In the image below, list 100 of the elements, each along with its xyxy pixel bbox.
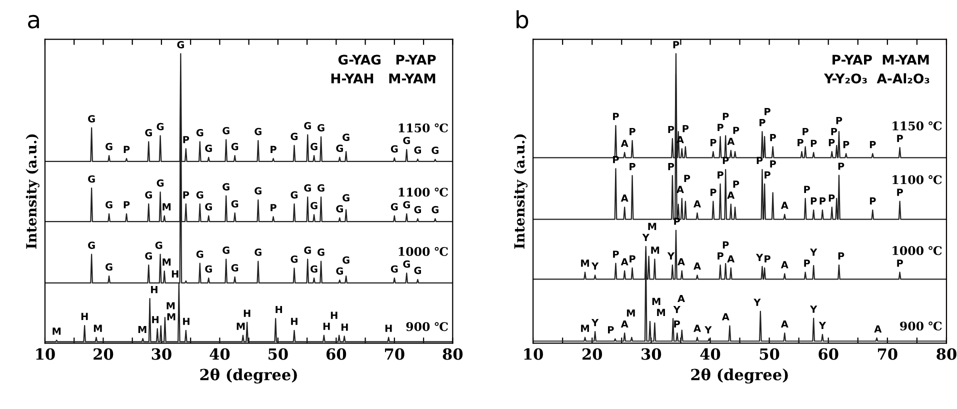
annotation: G (155, 242, 162, 249)
annotation: P (684, 174, 690, 182)
x-tick-label: 20 (94, 348, 114, 360)
x-tick-label: 60 (326, 348, 346, 360)
chart-title: a (28, 14, 39, 28)
annotation: H (172, 270, 178, 278)
annotation: G (390, 265, 398, 273)
annotation: P (760, 119, 766, 126)
annotation: H (244, 310, 250, 317)
x-tick-label: 80 (442, 348, 463, 360)
annotation: A (620, 320, 628, 328)
annotation: P (756, 156, 763, 164)
annotation: M (94, 324, 102, 332)
annotation: P (718, 252, 724, 260)
x-tick-label: 50 (760, 348, 780, 360)
annotation: P (124, 146, 130, 154)
annotation: M (651, 246, 660, 254)
annotation: P (608, 326, 614, 334)
annotation: G (304, 122, 311, 130)
annotation: G (156, 179, 164, 187)
annotation: P (897, 260, 903, 267)
x-tick-label: 30 (642, 348, 662, 360)
annotation: P (897, 134, 903, 142)
annotation: M (581, 324, 589, 332)
annotation: P (770, 134, 776, 142)
annotation: G (88, 115, 95, 122)
annotation: G (145, 191, 152, 199)
annotation: M (648, 222, 656, 230)
series-label: 900 ℃ (406, 322, 448, 332)
annotation: G (310, 202, 318, 210)
annotation: P (630, 128, 636, 136)
annotation: G (231, 200, 238, 208)
annotation: G (196, 250, 204, 258)
annotation: P (722, 156, 729, 164)
chart-title: b (516, 10, 528, 28)
series-label: 1150 ℃ (892, 121, 942, 130)
annotation: G (254, 248, 262, 256)
annotation: G (318, 248, 324, 256)
annotation: M (166, 302, 175, 310)
annotation: G (106, 263, 112, 271)
annotation: P (674, 218, 680, 225)
x-tick-label: 40 (700, 348, 720, 360)
annotation: P (630, 255, 636, 262)
annotation: P (668, 126, 674, 134)
annotation: P (613, 250, 619, 258)
annotation: P (183, 191, 190, 198)
series-label: 1100 ℃ (398, 188, 448, 197)
annotation: P (718, 171, 724, 178)
annotation: G (254, 187, 262, 195)
annotation: G (205, 203, 212, 210)
annotation: P (770, 160, 776, 168)
annotation: A (694, 324, 701, 332)
annotation: A (727, 192, 735, 199)
annotation: P (710, 138, 716, 146)
annotation: H (291, 318, 298, 325)
x-tick-label: 70 (878, 348, 898, 360)
annotation: P (673, 41, 680, 48)
annotation: P (838, 162, 844, 170)
annotation: H (152, 316, 158, 324)
y-axis-title: Intensity (a.u.) (26, 134, 40, 249)
annotation: P (828, 194, 835, 202)
annotation: G (403, 201, 410, 208)
annotation: G (290, 255, 298, 263)
x-tick-label: 30 (152, 348, 172, 360)
annotation: M (162, 203, 171, 210)
annotation: A (694, 200, 701, 208)
annotation: A (620, 140, 628, 147)
annotation: Y (818, 322, 826, 329)
annotation: G (156, 122, 164, 130)
annotation: P (798, 138, 804, 146)
annotation: G (106, 201, 112, 208)
annotation: P (710, 188, 716, 196)
annotation: P (733, 126, 740, 134)
annotation: G (336, 144, 343, 152)
annotation: P (682, 125, 689, 132)
series-label: 1100 ℃ (892, 175, 942, 184)
annotation: P (270, 204, 276, 212)
annotation: H (276, 306, 282, 314)
annotation: G (254, 128, 262, 136)
annotation: P (668, 162, 674, 170)
annotation: A (874, 325, 882, 332)
annotation: A (727, 255, 735, 262)
annotation: A (620, 194, 628, 202)
annotation: G (432, 146, 438, 154)
annotation: A (722, 313, 730, 320)
x-axis-title: 2θ (degree) (200, 368, 297, 384)
annotation: P (897, 188, 903, 196)
annotation: P (870, 141, 876, 148)
annotation: P (810, 140, 817, 147)
annotation: Y (667, 252, 675, 260)
annotation: H (330, 312, 338, 319)
annotation: M (657, 308, 665, 316)
annotation: G (145, 129, 152, 136)
annotation: P (804, 186, 810, 193)
annotation: G (310, 265, 318, 273)
annotation: M (162, 258, 171, 266)
annotation: G (205, 265, 212, 273)
annotation: G (390, 203, 398, 210)
annotation: A (678, 258, 685, 266)
x-tick-label: 80 (936, 348, 956, 360)
